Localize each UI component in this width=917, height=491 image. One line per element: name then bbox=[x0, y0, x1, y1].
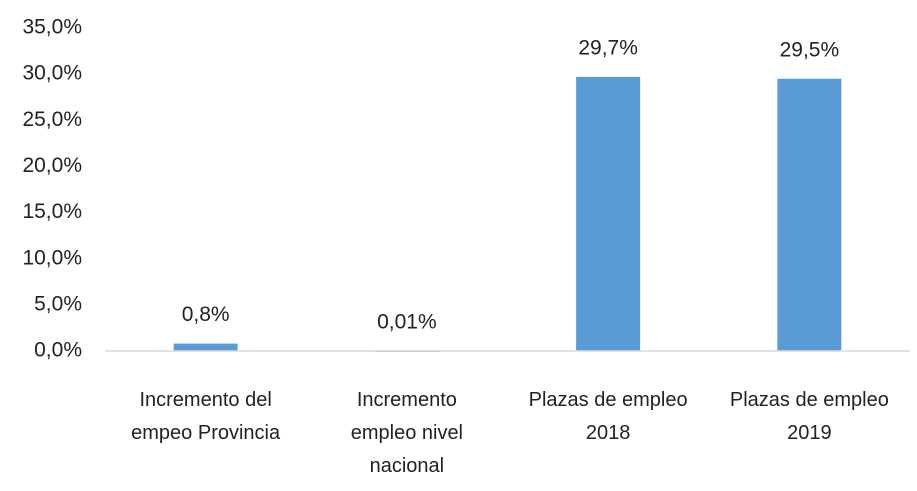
x-tick-label: Plazas de empleo 2019 bbox=[729, 389, 889, 444]
x-tick-label: Incremento empleo nivel nacional bbox=[350, 389, 464, 477]
y-tick-label: 5,0% bbox=[34, 292, 82, 315]
value-label: 29,7% bbox=[578, 36, 638, 59]
y-tick-label: 30,0% bbox=[22, 62, 82, 85]
y-tick-label: 10,0% bbox=[22, 246, 82, 269]
bar bbox=[777, 78, 842, 351]
value-label: 29,5% bbox=[780, 38, 840, 61]
value-label: 0,8% bbox=[182, 303, 230, 326]
bar bbox=[576, 76, 641, 351]
x-tick-label: Incremento del empeo Provincia bbox=[131, 389, 281, 444]
x-tick-label: Plazas de empleo 2018 bbox=[528, 389, 688, 444]
y-tick-label: 20,0% bbox=[22, 154, 82, 177]
y-tick-label: 35,0% bbox=[22, 16, 82, 39]
y-tick-label: 0,0% bbox=[34, 339, 82, 362]
y-tick-label: 25,0% bbox=[22, 108, 82, 131]
bar bbox=[173, 343, 238, 351]
y-tick-label: 15,0% bbox=[22, 200, 82, 223]
value-label: 0,01% bbox=[377, 310, 437, 333]
